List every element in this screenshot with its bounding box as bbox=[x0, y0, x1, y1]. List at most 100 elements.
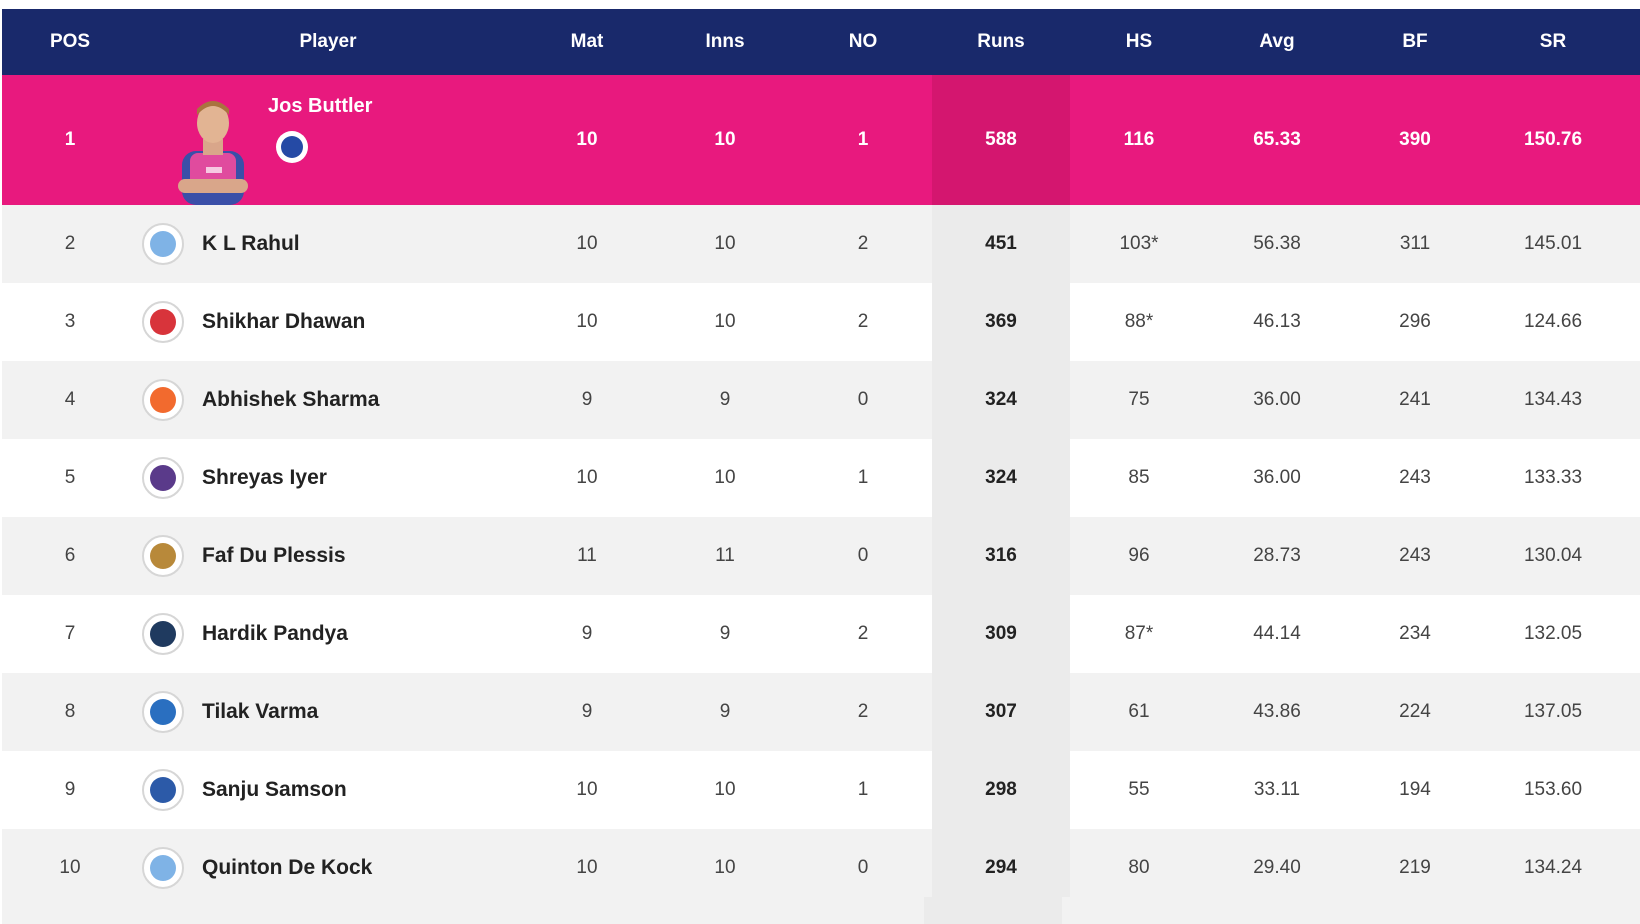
row-sr: 134.43 bbox=[1523, 389, 1583, 410]
featured-sr: 150.76 bbox=[1523, 129, 1583, 150]
player-name[interactable]: Tilak Varma bbox=[202, 700, 319, 723]
player-name[interactable]: K L Rahul bbox=[202, 232, 300, 255]
row-hs: 96 bbox=[1128, 545, 1150, 566]
row-runs: 369 bbox=[932, 283, 1070, 361]
row-player-cell[interactable]: Faf Du Plessis bbox=[138, 517, 518, 595]
table-row[interactable]: 2 K L Rahul 10 10 2 451 103* 56.38 311 1… bbox=[2, 205, 1640, 283]
row-no: 2 bbox=[857, 623, 869, 644]
row-mat: 10 bbox=[576, 233, 598, 254]
row-player-cell[interactable]: Tilak Varma bbox=[138, 673, 518, 751]
player-name[interactable]: Quinton De Kock bbox=[202, 856, 373, 879]
row-runs: 451 bbox=[932, 205, 1070, 283]
row-player-cell[interactable]: Abhishek Sharma bbox=[138, 361, 518, 439]
header-inns[interactable]: Inns bbox=[705, 31, 745, 52]
row-avg: 56.38 bbox=[1253, 233, 1301, 254]
row-sr: 130.04 bbox=[1523, 545, 1583, 566]
row-player-cell[interactable]: Quinton De Kock bbox=[138, 829, 518, 907]
row-bf: 241 bbox=[1399, 389, 1431, 410]
row-pos: 3 bbox=[64, 311, 76, 332]
row-bf: 243 bbox=[1399, 467, 1431, 488]
row-bf: 219 bbox=[1399, 857, 1431, 878]
rajasthan-royals-icon bbox=[276, 131, 308, 163]
lucknow-super-giants-icon bbox=[142, 223, 184, 265]
row-no: 1 bbox=[857, 779, 869, 800]
featured-mat: 10 bbox=[576, 129, 598, 150]
header-runs[interactable]: Runs bbox=[977, 31, 1025, 52]
featured-player-name[interactable]: Jos Buttler bbox=[268, 95, 373, 117]
row-inns: 10 bbox=[714, 857, 736, 878]
row-pos: 5 bbox=[64, 467, 76, 488]
header-sr[interactable]: SR bbox=[1539, 31, 1567, 52]
row-pos: 4 bbox=[64, 389, 76, 410]
row-hs: 61 bbox=[1128, 701, 1150, 722]
table-row[interactable]: 9 Sanju Samson 10 10 1 298 55 33.11 194 … bbox=[2, 751, 1640, 829]
row-mat: 9 bbox=[581, 623, 593, 644]
featured-inns: 10 bbox=[714, 129, 736, 150]
row-runs: 307 bbox=[932, 673, 1070, 751]
row-hs: 80 bbox=[1128, 857, 1150, 878]
row-no: 1 bbox=[857, 467, 869, 488]
row-runs: 316 bbox=[932, 517, 1070, 595]
row-avg: 36.00 bbox=[1253, 467, 1301, 488]
row-sr: 153.60 bbox=[1523, 779, 1583, 800]
row-hs: 55 bbox=[1128, 779, 1150, 800]
row-mat: 10 bbox=[576, 857, 598, 878]
row-mat: 10 bbox=[576, 779, 598, 800]
header-hs[interactable]: HS bbox=[1125, 31, 1153, 52]
next-row-partial bbox=[2, 897, 1640, 924]
header-mat[interactable]: Mat bbox=[570, 31, 604, 52]
table-row[interactable]: 8 Tilak Varma 9 9 2 307 61 43.86 224 137… bbox=[2, 673, 1640, 751]
player-name[interactable]: Hardik Pandya bbox=[202, 622, 348, 645]
featured-runs: 588 bbox=[932, 75, 1070, 205]
row-inns: 9 bbox=[719, 623, 731, 644]
table-row[interactable]: 4 Abhishek Sharma 9 9 0 324 75 36.00 241… bbox=[2, 361, 1640, 439]
row-avg: 33.11 bbox=[1253, 779, 1301, 800]
row-player-cell[interactable]: Shikhar Dhawan bbox=[138, 283, 518, 361]
row-mat: 9 bbox=[581, 701, 593, 722]
player-photo bbox=[178, 101, 248, 205]
table-row[interactable]: 10 Quinton De Kock 10 10 0 294 80 29.40 … bbox=[2, 829, 1640, 907]
row-bf: 243 bbox=[1399, 545, 1431, 566]
header-bf[interactable]: BF bbox=[1402, 31, 1428, 52]
table-row[interactable]: 7 Hardik Pandya 9 9 2 309 87* 44.14 234 … bbox=[2, 595, 1640, 673]
header-avg[interactable]: Avg bbox=[1259, 31, 1295, 52]
row-bf: 194 bbox=[1399, 779, 1431, 800]
player-name[interactable]: Faf Du Plessis bbox=[202, 544, 346, 567]
player-name[interactable]: Shreyas Iyer bbox=[202, 466, 327, 489]
row-runs: 324 bbox=[932, 361, 1070, 439]
featured-player-cell[interactable]: Jos Buttler bbox=[138, 75, 518, 205]
featured-player-row[interactable]: 1 Jos Buttler 10 10 1 588 116 65.33 390 … bbox=[2, 75, 1640, 205]
featured-no: 1 bbox=[857, 129, 869, 150]
batting-stats-table: POS Player Mat Inns NO Runs HS Avg BF SR… bbox=[2, 9, 1640, 907]
row-no: 2 bbox=[857, 701, 869, 722]
kolkata-knight-riders-icon bbox=[142, 457, 184, 499]
punjab-kings-icon bbox=[142, 301, 184, 343]
row-avg: 29.40 bbox=[1253, 857, 1301, 878]
table-row[interactable]: 5 Shreyas Iyer 10 10 1 324 85 36.00 243 … bbox=[2, 439, 1640, 517]
row-player-cell[interactable]: K L Rahul bbox=[138, 205, 518, 283]
row-avg: 28.73 bbox=[1253, 545, 1301, 566]
row-pos: 6 bbox=[64, 545, 76, 566]
table-row[interactable]: 6 Faf Du Plessis 11 11 0 316 96 28.73 24… bbox=[2, 517, 1640, 595]
row-no: 2 bbox=[857, 311, 869, 332]
header-pos[interactable]: POS bbox=[49, 31, 91, 52]
table-row[interactable]: 3 Shikhar Dhawan 10 10 2 369 88* 46.13 2… bbox=[2, 283, 1640, 361]
row-avg: 44.14 bbox=[1253, 623, 1301, 644]
row-pos: 8 bbox=[64, 701, 76, 722]
row-player-cell[interactable]: Hardik Pandya bbox=[138, 595, 518, 673]
header-no[interactable]: NO bbox=[848, 31, 878, 52]
row-hs: 75 bbox=[1128, 389, 1150, 410]
row-player-cell[interactable]: Shreyas Iyer bbox=[138, 439, 518, 517]
player-name[interactable]: Sanju Samson bbox=[202, 778, 347, 801]
row-player-cell[interactable]: Sanju Samson bbox=[138, 751, 518, 829]
header-player[interactable]: Player bbox=[299, 31, 357, 52]
player-name[interactable]: Abhishek Sharma bbox=[202, 388, 380, 411]
row-runs: 294 bbox=[932, 829, 1070, 907]
row-inns: 10 bbox=[714, 779, 736, 800]
featured-pos: 1 bbox=[64, 129, 76, 150]
player-name[interactable]: Shikhar Dhawan bbox=[202, 310, 366, 333]
row-mat: 10 bbox=[576, 467, 598, 488]
row-inns: 9 bbox=[719, 389, 731, 410]
row-runs: 298 bbox=[932, 751, 1070, 829]
row-sr: 124.66 bbox=[1523, 311, 1583, 332]
